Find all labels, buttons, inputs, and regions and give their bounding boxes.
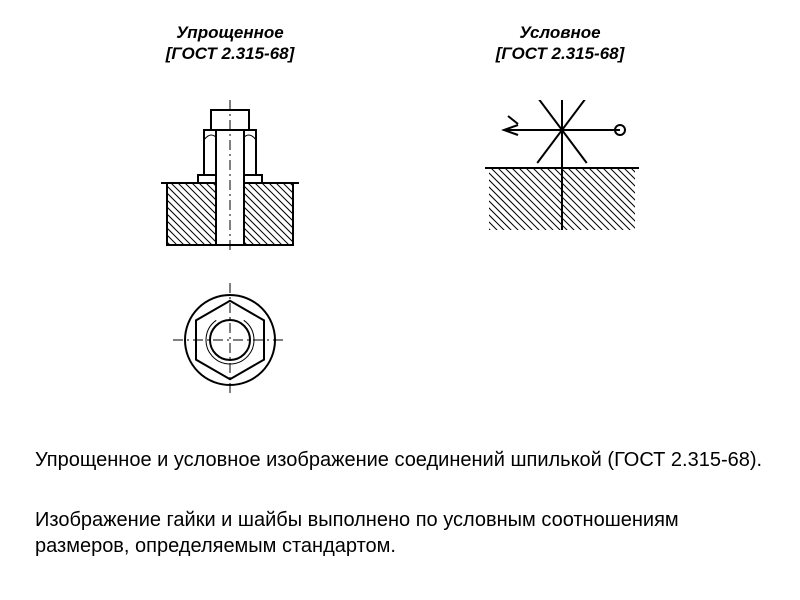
header-simplified: Упрощенное [ГОСТ 2.315-68] — [100, 22, 360, 65]
header-conventional: Условное [ГОСТ 2.315-68] — [430, 22, 690, 65]
caption-line-1: Упрощенное и условное изображение соедин… — [35, 448, 765, 474]
figure-simplified-front — [145, 90, 315, 255]
header-conventional-title: Условное — [430, 22, 690, 43]
header-simplified-title: Упрощенное — [100, 22, 360, 43]
caption-line-2: Изображение гайки и шайбы выполнено по у… — [35, 508, 765, 559]
figure-simplified-top — [170, 280, 290, 400]
header-conventional-subtitle: [ГОСТ 2.315-68] — [430, 43, 690, 64]
figure-conventional — [455, 100, 665, 260]
header-simplified-subtitle: [ГОСТ 2.315-68] — [100, 43, 360, 64]
